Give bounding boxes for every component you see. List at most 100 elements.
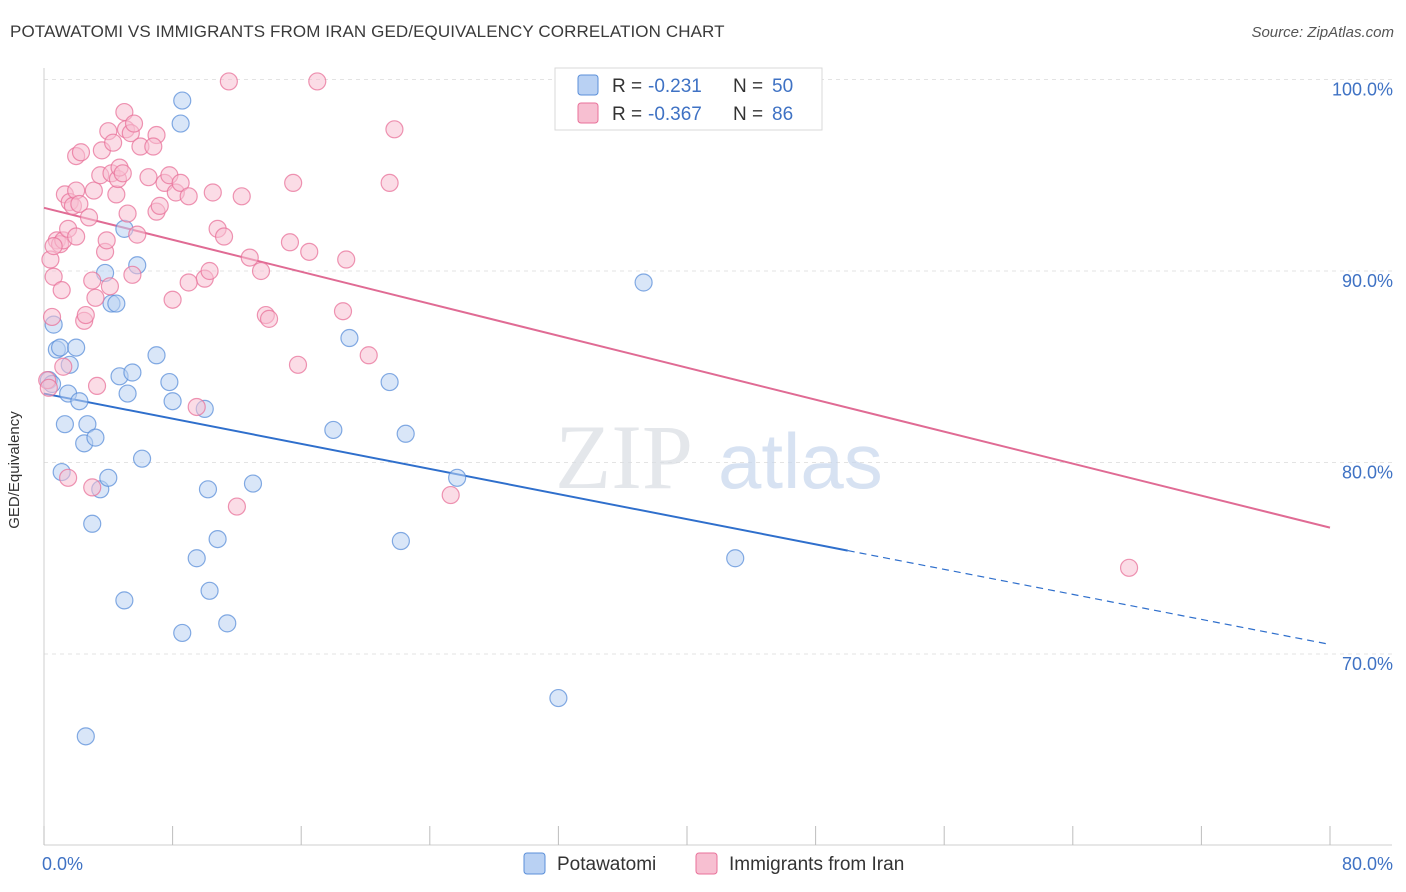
- potawatomi-point: [76, 727, 95, 746]
- iran-point: [52, 281, 71, 300]
- potawatomi-point: [67, 338, 86, 357]
- iran-point: [150, 196, 169, 215]
- iran-point: [203, 183, 222, 202]
- potawatomi-point: [78, 415, 97, 434]
- axes: [43, 68, 1392, 846]
- iran-point: [124, 114, 144, 133]
- iran-point: [118, 204, 137, 223]
- iran-point: [67, 227, 86, 246]
- legend-n-label: N =: [733, 104, 763, 125]
- potawatomi-point: [324, 420, 343, 440]
- iran-point: [144, 137, 163, 156]
- iran-point: [44, 267, 63, 286]
- iran-point: [86, 288, 105, 307]
- potawatomi-point: [380, 372, 399, 392]
- potawatomi-point: [173, 91, 192, 110]
- series-legend: Potawatomi Immigrants from Iran: [523, 852, 904, 875]
- iran-point: [251, 261, 271, 281]
- iran-point: [337, 250, 356, 269]
- chart-source: Source: ZipAtlas.com: [1251, 24, 1394, 41]
- iran-point: [163, 290, 182, 309]
- iran-point: [284, 173, 303, 193]
- iran-point: [54, 357, 73, 376]
- iran-point: [288, 355, 308, 374]
- potawatomi-point: [160, 372, 179, 392]
- potawatomi-point: [448, 468, 467, 487]
- iran-point: [128, 225, 147, 244]
- iran-point: [385, 120, 404, 139]
- iran-point: [300, 242, 319, 261]
- iran-point: [179, 187, 198, 206]
- potawatomi-point: [396, 424, 415, 443]
- potawatomi-point: [549, 688, 568, 708]
- iran-point: [83, 271, 102, 290]
- iran-point: [87, 376, 107, 395]
- x-tick-label: 0.0%: [42, 854, 83, 874]
- watermark-atlas: atlas: [718, 417, 883, 505]
- potawatomi-point: [115, 591, 134, 610]
- potawatomi-point: [86, 428, 105, 447]
- iran-point: [179, 273, 198, 292]
- iran-point: [308, 72, 327, 91]
- iran-point: [84, 181, 103, 200]
- iran-point: [1119, 558, 1139, 577]
- grid-lines: [44, 79, 1392, 655]
- iran-point: [97, 231, 116, 250]
- iran-point: [200, 261, 219, 281]
- iran-point: [333, 302, 353, 321]
- iran-point: [139, 168, 158, 187]
- potawatomi-point: [171, 114, 190, 133]
- potawatomi-point: [200, 581, 219, 600]
- tick-labels: 70.0% 80.0% 90.0% 100.0% 0.0% 80.0%: [42, 80, 1393, 875]
- potawatomi-point: [123, 363, 142, 382]
- potawatomi-point: [50, 338, 70, 357]
- iran-point: [42, 307, 62, 327]
- legend-r-value: -0.367: [648, 104, 702, 125]
- legend-swatch: [577, 102, 599, 124]
- iran-point: [227, 497, 246, 516]
- watermark: ZIP atlas: [555, 406, 883, 508]
- iran-point: [359, 346, 378, 365]
- iran-point: [113, 164, 132, 183]
- legend-n-value: 50: [772, 76, 793, 97]
- iran-point: [44, 237, 63, 256]
- iran-point: [280, 233, 300, 252]
- potawatomi-point: [634, 273, 653, 292]
- series-legend-label: Immigrants from Iran: [729, 854, 904, 875]
- iran-point: [441, 485, 460, 505]
- y-tick-label: 80.0%: [1342, 463, 1393, 483]
- watermark-zip: ZIP: [555, 406, 693, 508]
- potawatomi-point: [70, 392, 89, 411]
- iran-point: [232, 187, 251, 206]
- chart-title: POTAWATOMI VS IMMIGRANTS FROM IRAN GED/E…: [10, 22, 725, 41]
- iran-point: [83, 478, 102, 497]
- y-tick-label: 70.0%: [1342, 654, 1393, 674]
- iran-point: [76, 305, 95, 325]
- potawatomi-point: [132, 449, 152, 468]
- iran-point: [71, 143, 91, 162]
- potawatomi-point: [187, 549, 206, 568]
- potawatomi-point: [147, 346, 166, 365]
- series-legend-swatch: [695, 852, 718, 875]
- iran-point: [70, 194, 89, 214]
- y-tick-label: 90.0%: [1342, 271, 1393, 291]
- series-legend-swatch: [523, 852, 546, 875]
- legend-r-label: R =: [612, 104, 642, 125]
- iran-point: [39, 378, 58, 397]
- potawatomi-point: [391, 531, 410, 551]
- iran-point: [107, 185, 126, 204]
- potawatomi-point: [208, 529, 227, 549]
- potawatomi-point: [99, 468, 118, 487]
- series-legend-label: Potawatomi: [557, 854, 656, 875]
- potawatomi-point: [726, 549, 745, 568]
- legend-r-label: R =: [612, 76, 642, 97]
- legend-box-frame: [554, 67, 823, 131]
- iran-point: [171, 173, 190, 193]
- potawatomi-trend-extension: [847, 550, 1331, 646]
- iran-trend-line: [43, 206, 1331, 529]
- iran-point: [240, 248, 259, 267]
- potawatomi-trend-line: [43, 392, 848, 552]
- legend-swatch: [577, 74, 599, 96]
- iran-point: [104, 133, 123, 152]
- potawatomi-point: [55, 415, 74, 434]
